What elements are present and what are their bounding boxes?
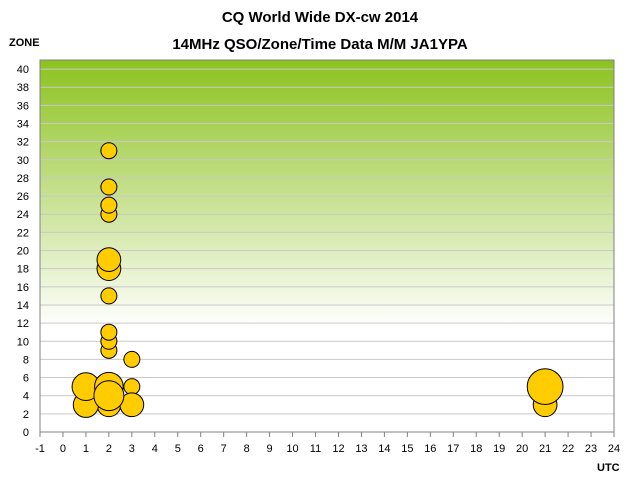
y-tick-label: 26 — [17, 191, 29, 203]
x-tick-label: 4 — [152, 443, 158, 455]
x-tick-label: 3 — [129, 443, 135, 455]
x-tick-label: 24 — [608, 443, 620, 455]
x-tick-label: 1 — [83, 443, 89, 455]
plot-area — [40, 60, 614, 432]
y-tick-label: 20 — [17, 246, 29, 258]
y-tick-label: 2 — [23, 409, 29, 421]
x-tick-label: 12 — [332, 443, 344, 455]
x-tick-label: 20 — [516, 443, 528, 455]
x-tick-label: -1 — [35, 443, 45, 455]
data-point — [93, 380, 125, 412]
x-tick-label: 17 — [447, 443, 459, 455]
y-tick-label: 16 — [17, 282, 29, 294]
data-point — [123, 350, 141, 368]
x-tick-label: 21 — [539, 443, 551, 455]
y-tick-label: 30 — [17, 155, 29, 167]
x-tick-label: 23 — [585, 443, 597, 455]
chart-subtitle: 14MHz QSO/Zone/Time Data M/M JA1YPA — [172, 36, 468, 53]
x-tick-label: 6 — [198, 443, 204, 455]
grid — [40, 68, 614, 415]
data-point — [100, 287, 118, 305]
x-tick-label: 9 — [267, 443, 273, 455]
y-tick-label: 8 — [23, 354, 29, 366]
x-tick-label: 22 — [562, 443, 574, 455]
y-tick-label: 34 — [17, 119, 29, 131]
y-tick-label: 32 — [17, 137, 29, 149]
data-point — [100, 178, 118, 196]
x-tick-label: 11 — [310, 443, 321, 455]
y-tick-label: 38 — [17, 82, 29, 94]
y-tick-label: 6 — [23, 373, 29, 385]
x-tick-label: 13 — [355, 443, 367, 455]
data-points — [71, 142, 564, 418]
y-tick-label: 24 — [17, 209, 29, 221]
y-axis-label: ZONE — [9, 37, 40, 49]
x-tick-label: 15 — [401, 443, 413, 455]
x-axis-label: UTC — [597, 462, 620, 474]
x-tick-label: 8 — [244, 443, 250, 455]
x-tick-label: 10 — [286, 443, 298, 455]
data-point — [123, 378, 141, 396]
data-point — [96, 247, 122, 272]
x-tick-label: 7 — [221, 443, 227, 455]
y-tick-label: 4 — [23, 391, 29, 403]
chart-title: CQ World Wide DX-cw 2014 — [222, 9, 419, 26]
x-axis-ticks: -1 0 1 2 3 4 5 6 7 8 9 10 11 12 13 14 15 16 17 18 19 20 21 22 23… — [35, 432, 620, 455]
x-tick-label: 16 — [424, 443, 436, 455]
x-tick-label: 18 — [470, 443, 482, 455]
data-point — [100, 323, 118, 341]
y-tick-label: 40 — [17, 64, 29, 76]
y-tick-label: 28 — [17, 173, 29, 185]
data-point — [100, 142, 118, 160]
y-tick-label: 22 — [17, 227, 29, 239]
plot-border — [39, 59, 615, 433]
x-tick-label: 19 — [493, 443, 505, 455]
y-tick-label: 14 — [17, 300, 29, 312]
data-point — [526, 368, 564, 406]
y-tick-label: 0 — [23, 427, 29, 439]
data-point — [100, 196, 118, 214]
y-tick-label: 36 — [17, 100, 29, 112]
y-tick-label: 12 — [17, 318, 29, 330]
x-tick-label: 14 — [378, 443, 390, 455]
x-tick-label: 2 — [106, 443, 112, 455]
y-tick-label: 10 — [17, 336, 29, 348]
y-tick-label: 18 — [17, 264, 29, 276]
x-tick-label: 5 — [175, 443, 181, 455]
x-tick-label: 0 — [60, 443, 66, 455]
